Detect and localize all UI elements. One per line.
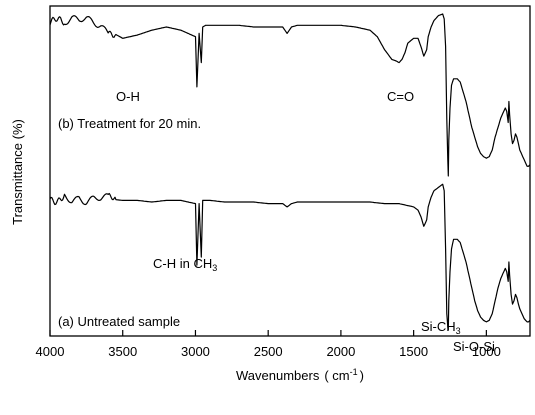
series-label-a: (a) Untreated sample: [58, 314, 180, 329]
x-axis-label-unit-sup: -1: [350, 367, 358, 377]
annotation-sios: Si-O-Si: [453, 339, 495, 354]
annotation-oh: O-H: [116, 89, 140, 104]
annotation-sich: Si-CH3: [421, 319, 461, 336]
series-line-untreated: [49, 183, 531, 331]
x-tick-label: 2500: [254, 344, 283, 359]
spectra: [49, 13, 531, 331]
x-tick-label: 1000: [472, 344, 501, 359]
x-axis-label-unit-open: ( cm: [324, 368, 349, 383]
series-line-treated: [49, 13, 531, 177]
x-tick-label: 2000: [326, 344, 355, 359]
annotation-sich-text: Si-CH: [421, 319, 456, 334]
x-tick-label: 1500: [399, 344, 428, 359]
annotation-sich-sub: 3: [456, 326, 461, 336]
x-tick-label: 3000: [181, 344, 210, 359]
series-label-b: (b) Treatment for 20 min.: [58, 116, 201, 131]
x-tick-label: 3500: [108, 344, 137, 359]
x-axis-label-text: Wavenumbers: [236, 368, 320, 383]
annotation-ch: C-H in CH3: [153, 256, 217, 273]
x-axis-label-unit-close: ): [360, 368, 364, 383]
plot-frame: [49, 5, 531, 337]
x-axis-label: Wavenumbers ( cm-1): [236, 367, 364, 383]
annotation-ch-sub: 3: [212, 263, 217, 273]
annotation-ch-text: C-H in CH: [153, 256, 212, 271]
y-axis-label: Transmittance (%): [10, 119, 25, 225]
annotation-co: C=O: [387, 89, 414, 104]
x-tick-label: 4000: [36, 344, 65, 359]
x-axis-ticks: 4000 3500 3000 2500 2000 1500 1000: [36, 330, 501, 359]
